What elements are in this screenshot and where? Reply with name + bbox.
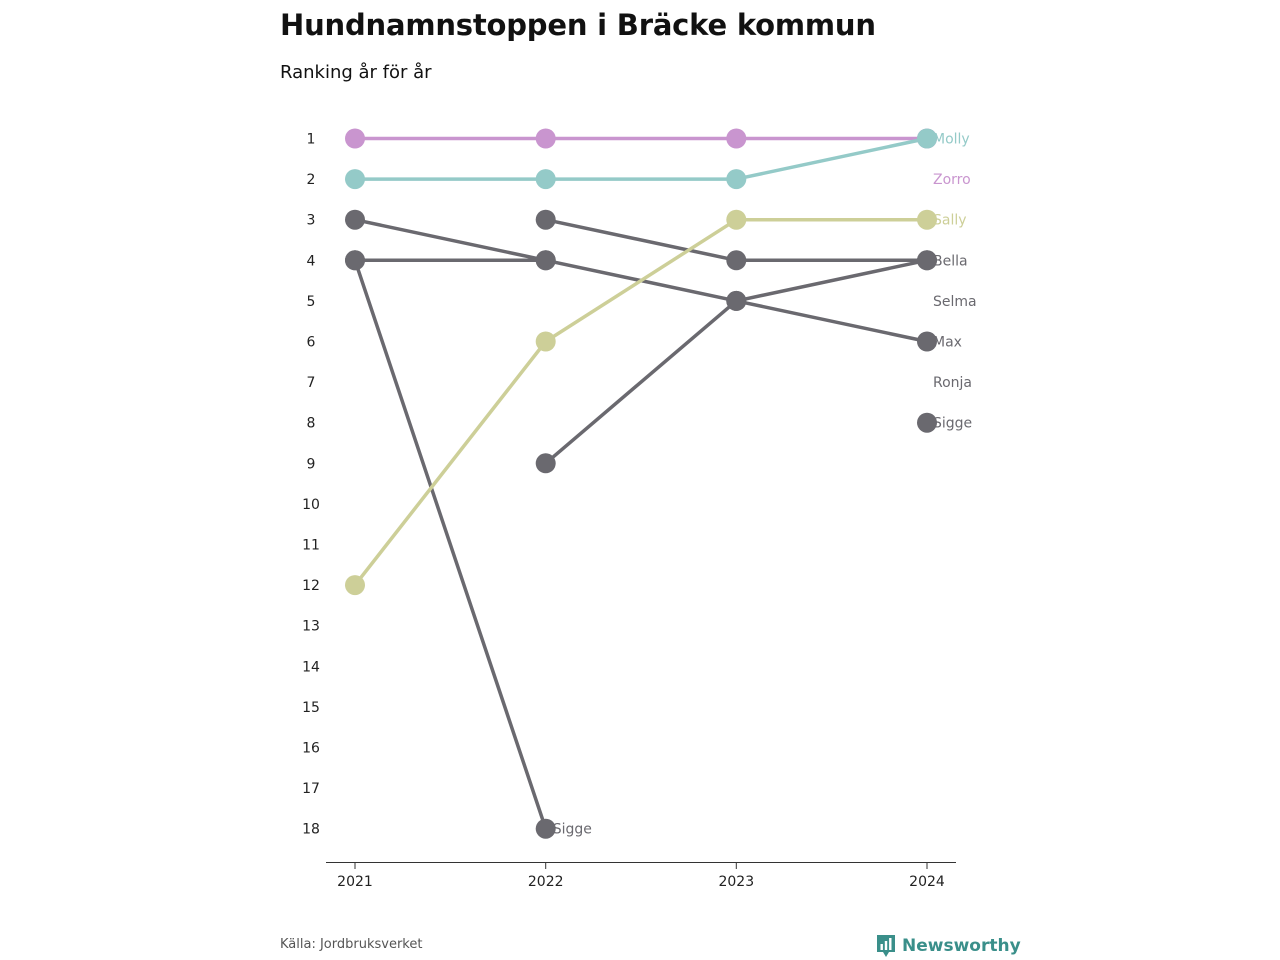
- point-zorro: [345, 128, 365, 149]
- y-tick-label: 8: [307, 416, 316, 432]
- point-sally: [345, 575, 365, 596]
- end-label-sigge: Sigge: [933, 416, 972, 432]
- point-max: [917, 331, 937, 352]
- series-lines: [353, 136, 929, 831]
- end-label-selma: Selma: [933, 294, 977, 310]
- end-label-sally: Sally: [933, 213, 967, 229]
- brand-name: Newsworthy: [902, 936, 1021, 956]
- point-selma: [345, 250, 365, 271]
- point-sally: [726, 209, 747, 230]
- x-tick-label: 2023: [718, 874, 754, 890]
- end-label-ronja: Ronja: [933, 375, 972, 391]
- y-tick-label: 17: [302, 781, 320, 797]
- line-segment-max: [734, 299, 929, 344]
- series-points: [345, 128, 937, 839]
- x-tick-label: 2022: [528, 874, 564, 890]
- point-zorro: [726, 128, 747, 149]
- point-zorro: [535, 128, 556, 149]
- brand-logo: Newsworthy: [876, 934, 1021, 958]
- end-label-bella: Bella: [933, 253, 968, 269]
- point-molly: [535, 169, 556, 190]
- point-sigge: [535, 818, 556, 839]
- y-tick-label: 14: [302, 659, 320, 675]
- point-molly: [345, 169, 365, 190]
- end-label-molly: Molly: [933, 132, 970, 148]
- y-tick-label: 5: [307, 294, 316, 310]
- y-tick-label: 4: [307, 253, 316, 269]
- y-tick-label: 3: [307, 213, 316, 229]
- x-tick-label: 2021: [337, 874, 373, 890]
- point-max: [726, 290, 747, 311]
- point-ronja: [535, 453, 556, 474]
- y-tick-label: 18: [302, 822, 320, 838]
- line-segment-sigge: [353, 258, 548, 831]
- y-tick-label: 6: [307, 335, 316, 351]
- y-tick-label: 16: [302, 741, 320, 757]
- point-sigge: [917, 412, 937, 433]
- y-tick-label: 2: [307, 172, 316, 188]
- line-segment-ronja: [543, 299, 739, 466]
- point-bella: [726, 250, 747, 271]
- line-segment-ronja: [734, 258, 929, 303]
- point-bella: [535, 209, 556, 230]
- source-note: Källa: Jordbruksverket: [280, 937, 423, 952]
- y-tick-label: 9: [307, 456, 316, 472]
- end-label-zorro: Zorro: [933, 172, 971, 188]
- point-selma: [535, 250, 556, 271]
- chart-subtitle: Ranking år för år: [280, 62, 432, 83]
- line-segment-sally: [543, 217, 739, 344]
- y-tick-label: 13: [302, 619, 320, 635]
- y-tick-label: 10: [302, 497, 320, 513]
- y-tick-label: 7: [307, 375, 316, 391]
- end-labels: Molly Zorro Sally Bella Selma Max Ronja Sigge Si…: [553, 132, 977, 838]
- line-segment-molly: [734, 136, 929, 181]
- x-tick-label: 2024: [909, 874, 945, 890]
- point-molly: [726, 169, 747, 190]
- point-sally: [917, 209, 937, 230]
- chart-title: Hundnamnstoppen i Bräcke kommun: [280, 8, 876, 42]
- end-label-max: Max: [933, 335, 962, 351]
- bar-chart-icon: [877, 935, 895, 957]
- line-segment-sally: [353, 339, 548, 587]
- y-tick-label: 12: [302, 578, 320, 594]
- point-sally: [535, 331, 556, 352]
- x-axis: 2021 2022 2023 2024: [337, 862, 945, 890]
- point-max: [345, 209, 365, 230]
- y-tick-label: 15: [302, 700, 320, 716]
- point-molly: [917, 128, 937, 149]
- point-bella: [917, 250, 937, 271]
- annotation-sigge: Sigge: [553, 822, 592, 838]
- line-segment-bella: [543, 217, 739, 263]
- y-tick-label: 1: [307, 132, 316, 148]
- line-segment-max: [353, 217, 548, 263]
- y-tick-label: 11: [302, 538, 320, 554]
